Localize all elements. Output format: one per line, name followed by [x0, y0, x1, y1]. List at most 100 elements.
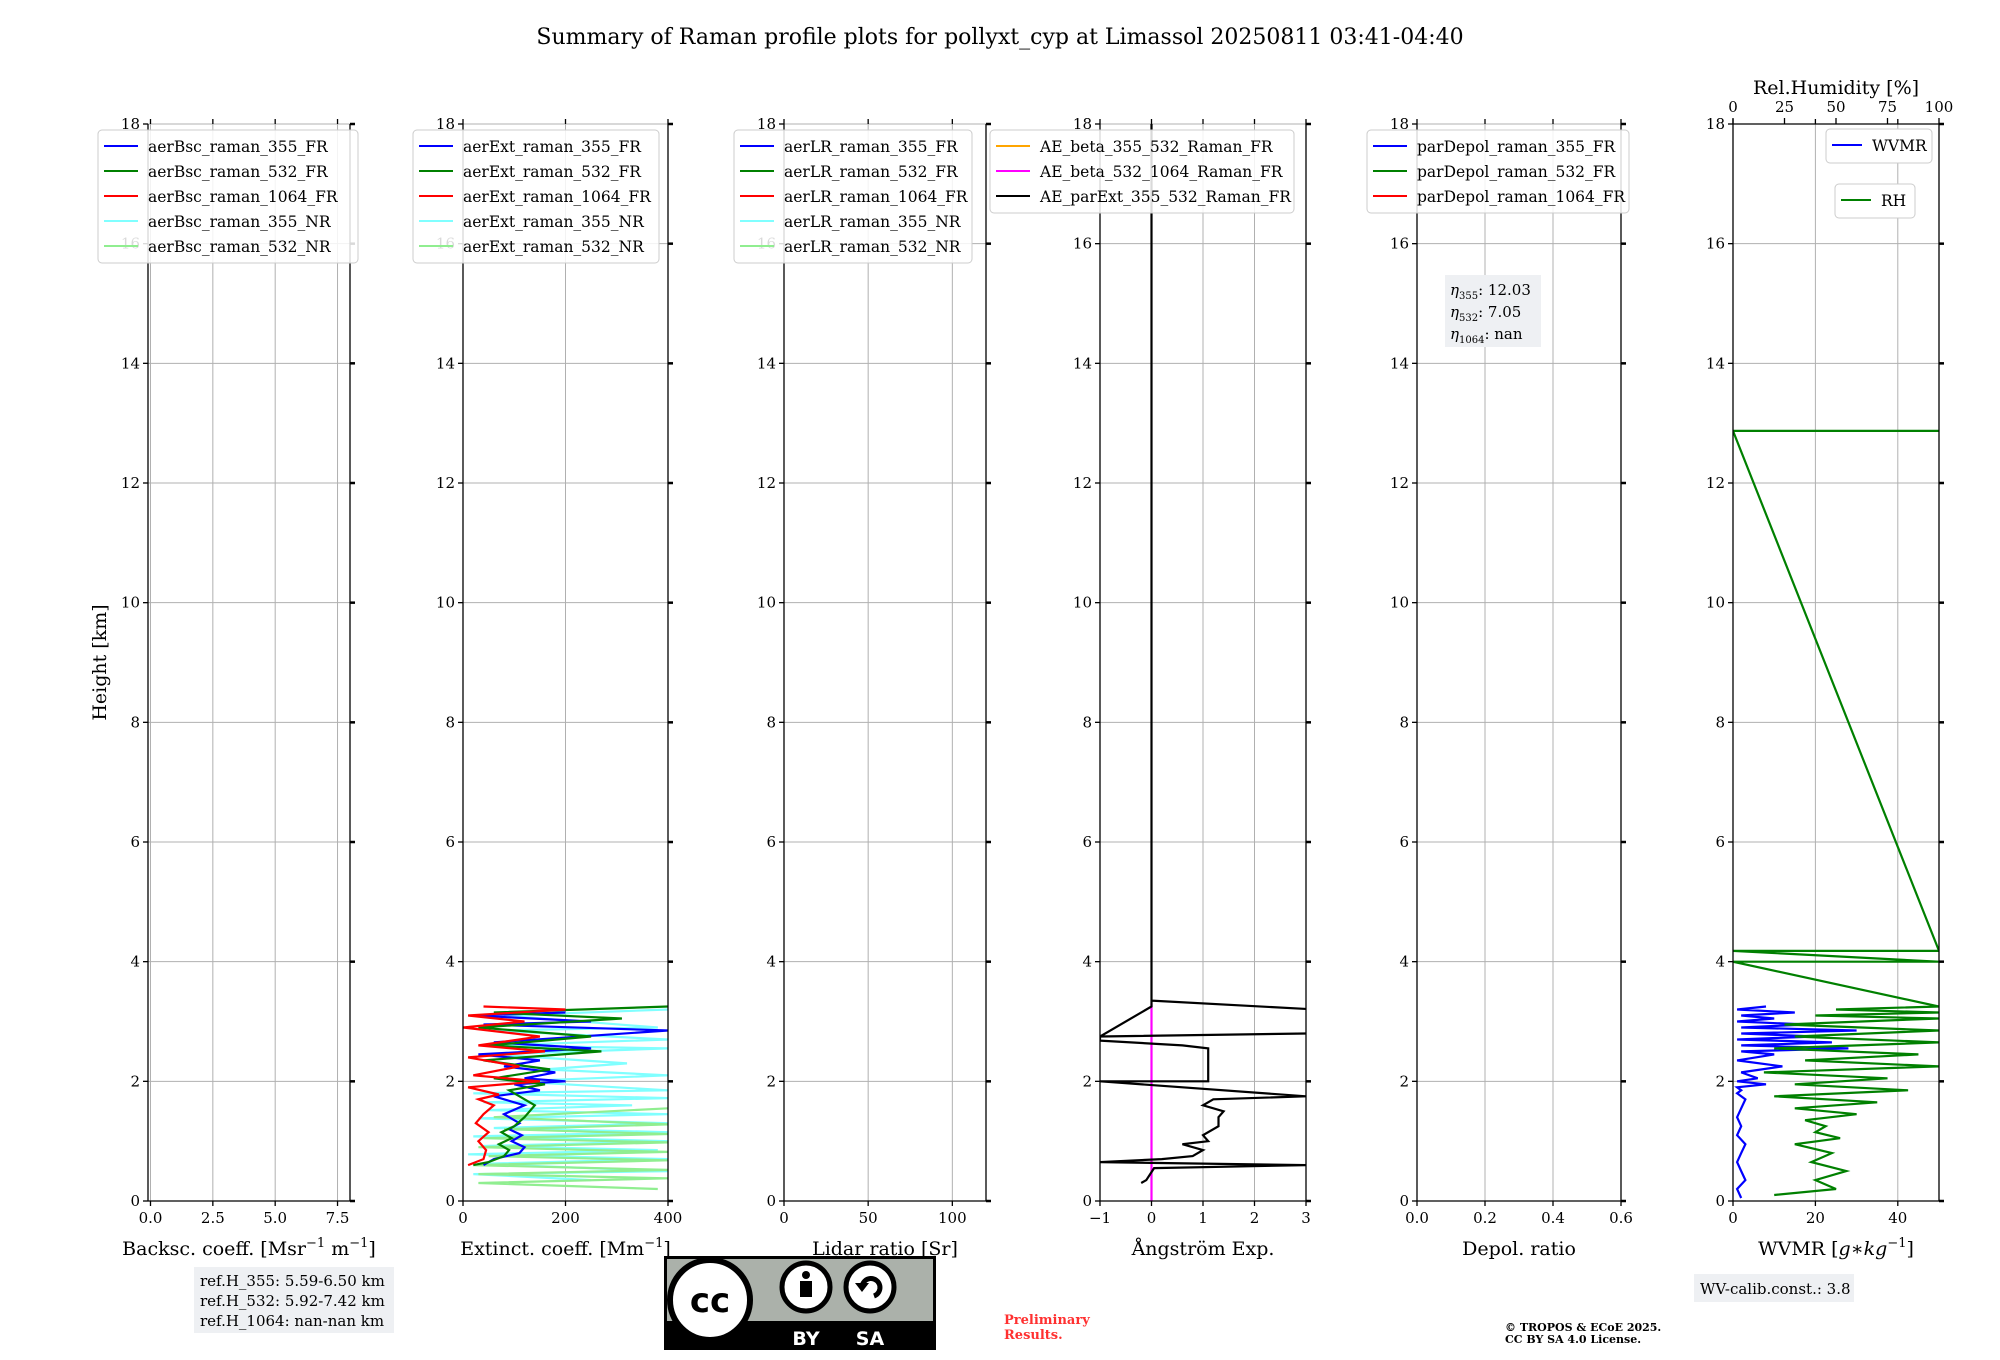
y-tick-label: 8: [1399, 713, 1409, 731]
y-tick-label: 12: [1390, 474, 1409, 492]
y-tick-label: 12: [436, 474, 455, 492]
sa-label: SA: [856, 1328, 885, 1350]
x-axis-label-part: ]: [663, 1238, 670, 1260]
y-tick-label: 14: [1073, 354, 1092, 372]
legend-label: aerExt_raman_1064_FR: [463, 188, 652, 206]
cc-logo-text: cc: [690, 1281, 730, 1321]
legend-label: aerLR_raman_532_FR: [784, 163, 959, 181]
legend-label: aerBsc_raman_532_NR: [148, 238, 332, 256]
x-tick-label: 7.5: [326, 1209, 350, 1227]
y-tick-label: 14: [757, 354, 776, 372]
y-tick-label: 14: [1706, 354, 1725, 372]
y-tick-label: 18: [1706, 115, 1725, 133]
preliminary-line2: Results.: [1004, 1328, 1063, 1343]
x-tick-label: 0: [1728, 1209, 1738, 1227]
ref-height-1064: ref.H_1064: nan-nan km: [200, 1312, 384, 1330]
preliminary-line1: Preliminary: [1004, 1313, 1090, 1328]
figure-title: Summary of Raman profile plots for polly…: [536, 25, 1463, 50]
legend-label: aerExt_raman_532_NR: [463, 238, 645, 256]
x-tick-label: 400: [654, 1209, 683, 1227]
x-axis-label-part: −1: [306, 1236, 325, 1251]
legend-box: [733, 129, 973, 264]
top-x-tick-label: 50: [1826, 98, 1845, 116]
y-tick-label: 10: [121, 594, 140, 612]
y-tick-label: 12: [1706, 474, 1725, 492]
x-axis-label-part: Backsc. coeff. [Msr: [122, 1238, 307, 1260]
y-tick-label: 2: [445, 1072, 455, 1090]
top-x-tick-label: 100: [1925, 98, 1954, 116]
y-tick-label: 16: [1073, 235, 1092, 253]
y-tick-label: 8: [766, 713, 776, 731]
legend-label: aerExt_raman_355_FR: [463, 138, 642, 156]
x-axis-label-part: −1: [1887, 1236, 1906, 1251]
copyright-line2: CC BY SA 4.0 License.: [1505, 1333, 1641, 1346]
legend-label: RH: [1881, 192, 1906, 210]
legend-wv: WVMR RH: [1825, 128, 1933, 219]
x-tick-label: −1: [1089, 1209, 1111, 1227]
x-tick-label: 0.6: [1609, 1209, 1633, 1227]
eta-532: η532: 7.05: [1450, 303, 1521, 324]
y-tick-label: 0: [766, 1192, 776, 1210]
y-tick-label: 16: [1390, 235, 1409, 253]
x-tick-label: 2.5: [201, 1209, 225, 1227]
y-tick-label: 14: [121, 354, 140, 372]
legend-label: aerExt_raman_532_FR: [463, 163, 642, 181]
y-axis-label: Height [km]: [89, 604, 111, 720]
y-tick-label: 18: [121, 115, 140, 133]
ref-heights-box: ref.H_355: 5.59-6.50 km ref.H_532: 5.92-…: [194, 1267, 394, 1333]
legend-label: AE_beta_355_532_Raman_FR: [1039, 138, 1274, 156]
y-tick-label: 2: [1082, 1072, 1092, 1090]
y-tick-label: 6: [1082, 833, 1092, 851]
legend-label: parDepol_raman_355_FR: [1417, 138, 1617, 156]
x-axis-label-part: Ångström Exp.: [1131, 1238, 1275, 1260]
by-person-head: [802, 1271, 810, 1279]
y-tick-label: 10: [757, 594, 776, 612]
y-tick-label: 16: [1706, 235, 1725, 253]
x-axis-label-part: Extinct. coeff. [Mm: [460, 1238, 644, 1260]
panel-depol: 0 2 4 6 8 10 12 14 16 18 0.0 0.2 0.4 0.6 Depol. ratio p…: [1366, 115, 1633, 1260]
x-tick-label: 40: [1888, 1209, 1907, 1227]
x-axis-label-part: −1: [644, 1236, 663, 1251]
ref-heights-background: [194, 1267, 394, 1333]
series-line-aerExt_raman_1064_FR: [463, 1005, 566, 1167]
x-axis-label-part: WVMR [: [1758, 1238, 1838, 1260]
x-axis-label: Backsc. coeff. [Msr−1 m−1]: [122, 1236, 376, 1260]
legend-label: aerLR_raman_355_FR: [784, 138, 959, 156]
x-axis-label: Lidar ratio [Sr]: [812, 1238, 958, 1260]
top-x-axis-label: Rel.Humidity [%]: [1753, 77, 1919, 99]
legend-box: [989, 129, 1295, 214]
legend-label: aerBsc_raman_532_FR: [148, 163, 329, 181]
y-tick-label: 12: [121, 474, 140, 492]
y-tick-label: 4: [130, 953, 140, 971]
x-tick-label: 200: [551, 1209, 580, 1227]
top-x-tick-label: 75: [1878, 98, 1897, 116]
sa-arrow-head: [855, 1283, 869, 1292]
x-tick-label: 0.4: [1541, 1209, 1565, 1227]
legend-label: aerLR_raman_355_NR: [784, 213, 962, 231]
y-tick-label: 18: [436, 115, 455, 133]
y-tick-label: 4: [445, 953, 455, 971]
legend-label: aerLR_raman_1064_FR: [784, 188, 969, 206]
series-line-AE_parExt_355_532_Raman_FR: [1100, 124, 1306, 1184]
y-tick-label: 6: [445, 833, 455, 851]
legend-label: parDepol_raman_1064_FR: [1417, 188, 1626, 206]
eta-box: η355: 12.03 η532: 7.05 η1064: nan: [1445, 275, 1541, 347]
eta-355: η355: 12.03: [1450, 281, 1531, 302]
x-axis-label: Extinct. coeff. [Mm−1]: [460, 1236, 671, 1260]
y-tick-label: 8: [1082, 713, 1092, 731]
x-tick-label: 5.0: [263, 1209, 287, 1227]
legend-depol: parDepol_raman_355_FR parDepol_raman_532_…: [1366, 129, 1630, 214]
panel-ext: 0246810121416180200400Extinct. coeff. [M…: [412, 115, 683, 1260]
y-tick-label: 4: [1399, 953, 1409, 971]
wv-calib-background: [1694, 1274, 1854, 1302]
by-person-body: [800, 1281, 812, 1297]
x-tick-label: 0.2: [1473, 1209, 1497, 1227]
x-axis-label: Depol. ratio: [1462, 1238, 1576, 1260]
x-tick-label: 0: [779, 1209, 789, 1227]
x-tick-label: 0: [458, 1209, 468, 1227]
y-tick-label: 18: [757, 115, 776, 133]
x-tick-label: 20: [1806, 1209, 1825, 1227]
y-tick-label: 6: [1399, 833, 1409, 851]
